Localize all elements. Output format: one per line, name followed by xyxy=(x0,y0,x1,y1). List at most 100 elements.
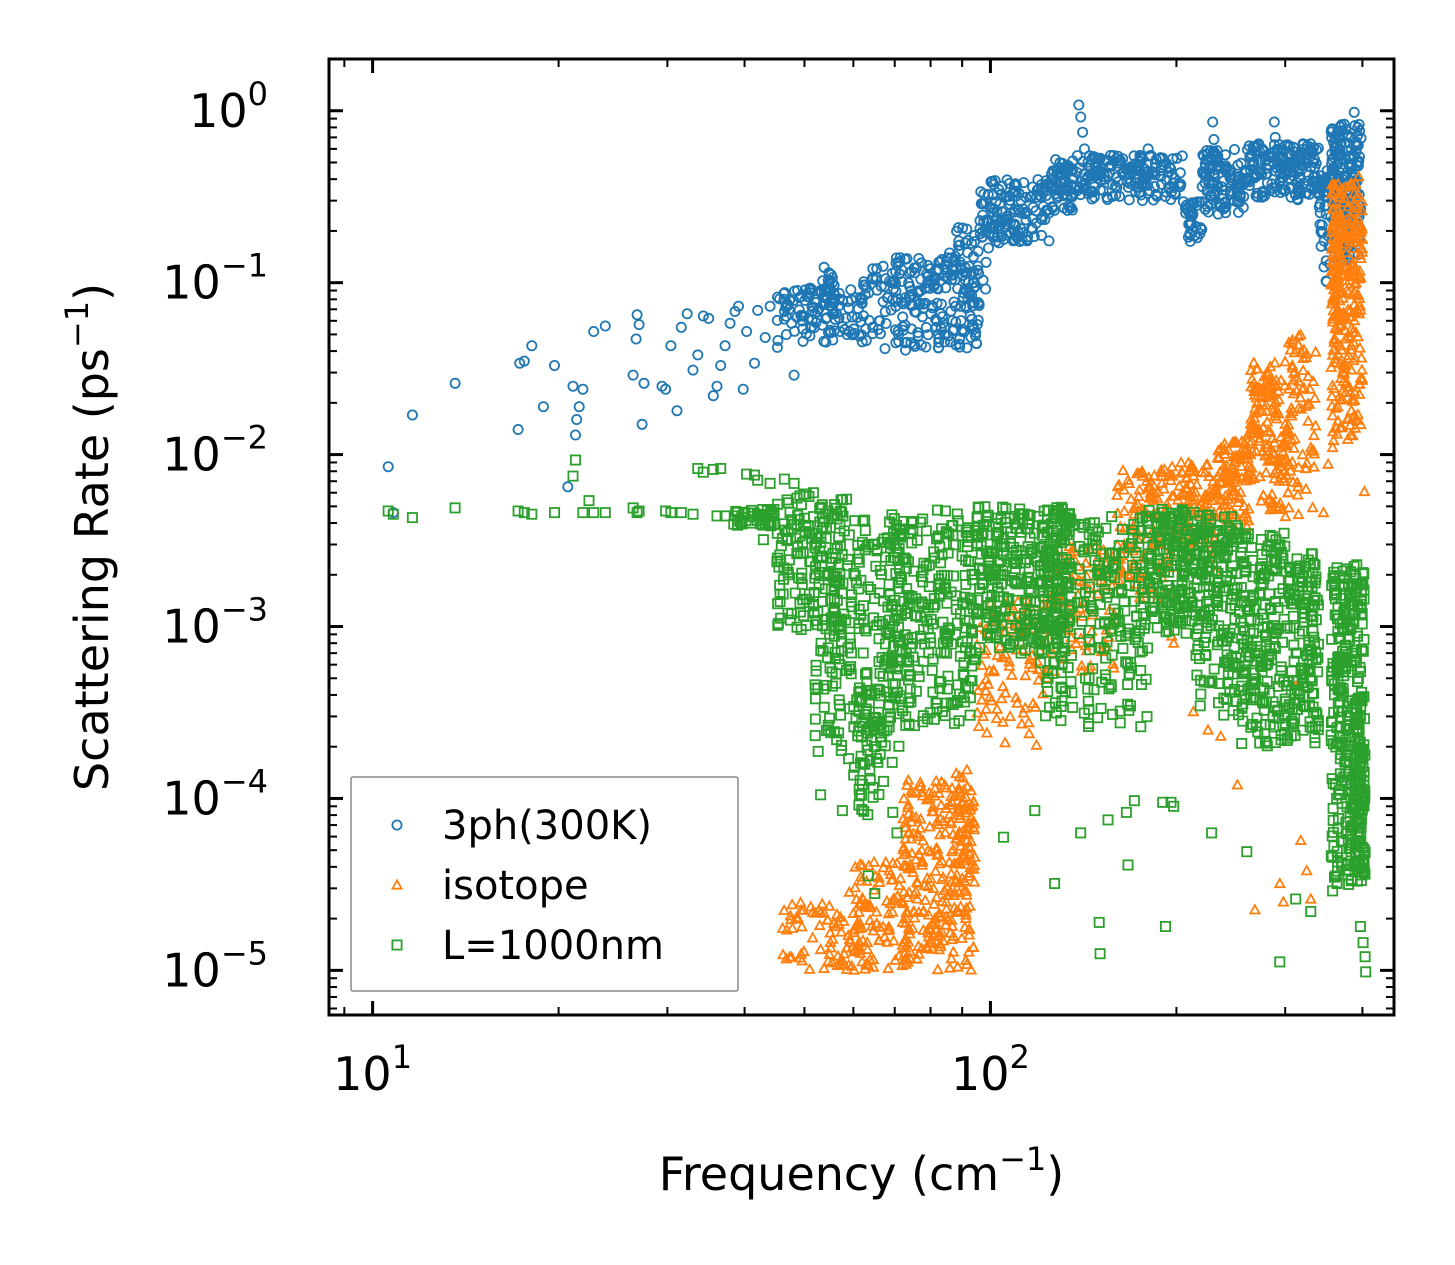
data-point-isotope xyxy=(999,647,1012,659)
data-point-isotope xyxy=(816,897,829,909)
data-point-isotope xyxy=(1332,219,1345,231)
data-point-isotope xyxy=(1011,696,1024,708)
data-point-isotope xyxy=(1230,472,1243,484)
data-point-isotope xyxy=(921,844,935,856)
data-point-3ph-300k- xyxy=(978,216,990,228)
data-point-isotope xyxy=(1036,687,1050,699)
data-point-3ph-300k- xyxy=(1201,145,1213,157)
data-point-isotope xyxy=(1233,491,1246,503)
data-point-isotope xyxy=(1333,319,1346,331)
data-point-isotope xyxy=(968,817,981,829)
data-point-3ph-300k- xyxy=(771,341,783,353)
data-point-3ph-300k- xyxy=(954,341,966,353)
data-point-3ph-300k- xyxy=(841,328,853,340)
data-point-isotope xyxy=(1308,391,1321,403)
data-point-isotope xyxy=(1031,663,1045,675)
data-point-3ph-300k- xyxy=(1270,162,1282,174)
data-point-isotope xyxy=(886,873,899,885)
data-point-isotope xyxy=(1287,373,1300,385)
data-point-3ph-300k- xyxy=(971,338,983,350)
data-point-isotope xyxy=(921,926,935,938)
data-point-isotope xyxy=(1296,364,1310,376)
data-point-isotope xyxy=(1329,322,1342,334)
data-point-isotope xyxy=(962,840,975,852)
data-point-isotope xyxy=(1349,177,1362,189)
data-point-isotope xyxy=(879,855,892,867)
data-point-isotope xyxy=(1158,463,1171,475)
data-point-isotope xyxy=(1279,510,1292,522)
data-point-isotope xyxy=(1183,489,1196,501)
data-point-isotope xyxy=(855,896,868,908)
data-point-isotope xyxy=(931,963,944,975)
data-point-isotope xyxy=(897,812,910,824)
data-point-isotope xyxy=(1032,673,1045,685)
data-point-isotope xyxy=(1285,433,1298,445)
data-point-isotope xyxy=(1288,346,1301,358)
data-point-3ph-300k- xyxy=(947,314,959,326)
data-point-3ph-300k- xyxy=(741,325,753,337)
data-point-isotope xyxy=(1294,345,1308,357)
data-point-3ph-300k- xyxy=(936,253,948,265)
data-point-isotope xyxy=(803,962,816,974)
data-point-isotope xyxy=(967,940,980,952)
data-point-isotope xyxy=(936,934,950,946)
data-point-3ph-300k- xyxy=(983,242,995,254)
data-point-isotope xyxy=(1272,474,1286,486)
data-point-3ph-300k- xyxy=(1330,133,1342,145)
data-point-isotope xyxy=(1075,659,1088,671)
data-point-isotope xyxy=(1245,434,1258,446)
data-point-isotope xyxy=(1347,242,1360,254)
data-point-isotope xyxy=(856,858,869,870)
data-point-3ph-300k- xyxy=(874,315,886,327)
data-point-isotope xyxy=(911,830,925,841)
data-point-isotope xyxy=(954,900,967,912)
data-point-3ph-300k- xyxy=(1030,217,1042,229)
data-point-isotope xyxy=(1110,488,1124,500)
data-point-3ph-300k- xyxy=(665,340,677,352)
data-point-isotope xyxy=(1328,332,1341,344)
data-point-isotope xyxy=(813,919,826,931)
data-point-3ph-300k- xyxy=(1287,141,1299,153)
data-point-isotope xyxy=(1328,264,1342,276)
data-point-isotope xyxy=(882,920,895,932)
data-point-3ph-300k- xyxy=(1054,166,1066,178)
data-point-isotope xyxy=(1358,485,1371,497)
data-point-3ph-300k- xyxy=(1326,157,1338,169)
data-point-isotope xyxy=(979,684,993,696)
data-point-3ph-300k- xyxy=(752,304,764,316)
data-point-isotope xyxy=(928,782,942,794)
data-point-isotope xyxy=(1184,477,1198,489)
data-point-3ph-300k- xyxy=(843,302,855,314)
data-point-isotope xyxy=(980,726,994,738)
data-point-3ph-300k- xyxy=(1036,213,1048,225)
data-point-isotope xyxy=(795,954,809,966)
data-point-isotope xyxy=(1186,460,1200,473)
data-point-3ph-300k- xyxy=(1024,191,1036,203)
data-point-3ph-300k- xyxy=(900,296,912,308)
data-point-isotope xyxy=(1330,427,1344,439)
data-point-3ph-300k- xyxy=(1008,179,1020,191)
data-point-isotope xyxy=(861,943,874,955)
data-point-3ph-300k- xyxy=(809,307,821,319)
data-point-isotope xyxy=(893,879,906,891)
data-point-isotope xyxy=(936,870,950,882)
data-point-3ph-300k- xyxy=(901,336,913,348)
data-point-3ph-300k- xyxy=(1071,150,1083,162)
data-point-l-1000nm xyxy=(599,507,611,519)
data-point-isotope xyxy=(920,940,933,952)
data-point-isotope xyxy=(1287,441,1300,453)
data-point-3ph-300k- xyxy=(897,298,909,310)
data-point-isotope xyxy=(817,906,831,918)
data-point-3ph-300k- xyxy=(1254,154,1266,166)
data-point-3ph-300k- xyxy=(1010,185,1022,197)
data-point-isotope xyxy=(1218,437,1231,449)
data-point-3ph-300k- xyxy=(804,282,816,294)
data-point-isotope xyxy=(1339,385,1352,398)
data-point-isotope xyxy=(944,817,958,829)
data-point-3ph-300k- xyxy=(920,321,932,333)
data-point-isotope xyxy=(837,914,850,926)
data-point-3ph-300k- xyxy=(1228,195,1240,207)
data-point-l-1000nm xyxy=(567,470,579,482)
data-point-3ph-300k- xyxy=(967,300,979,312)
data-point-isotope xyxy=(1268,472,1281,484)
